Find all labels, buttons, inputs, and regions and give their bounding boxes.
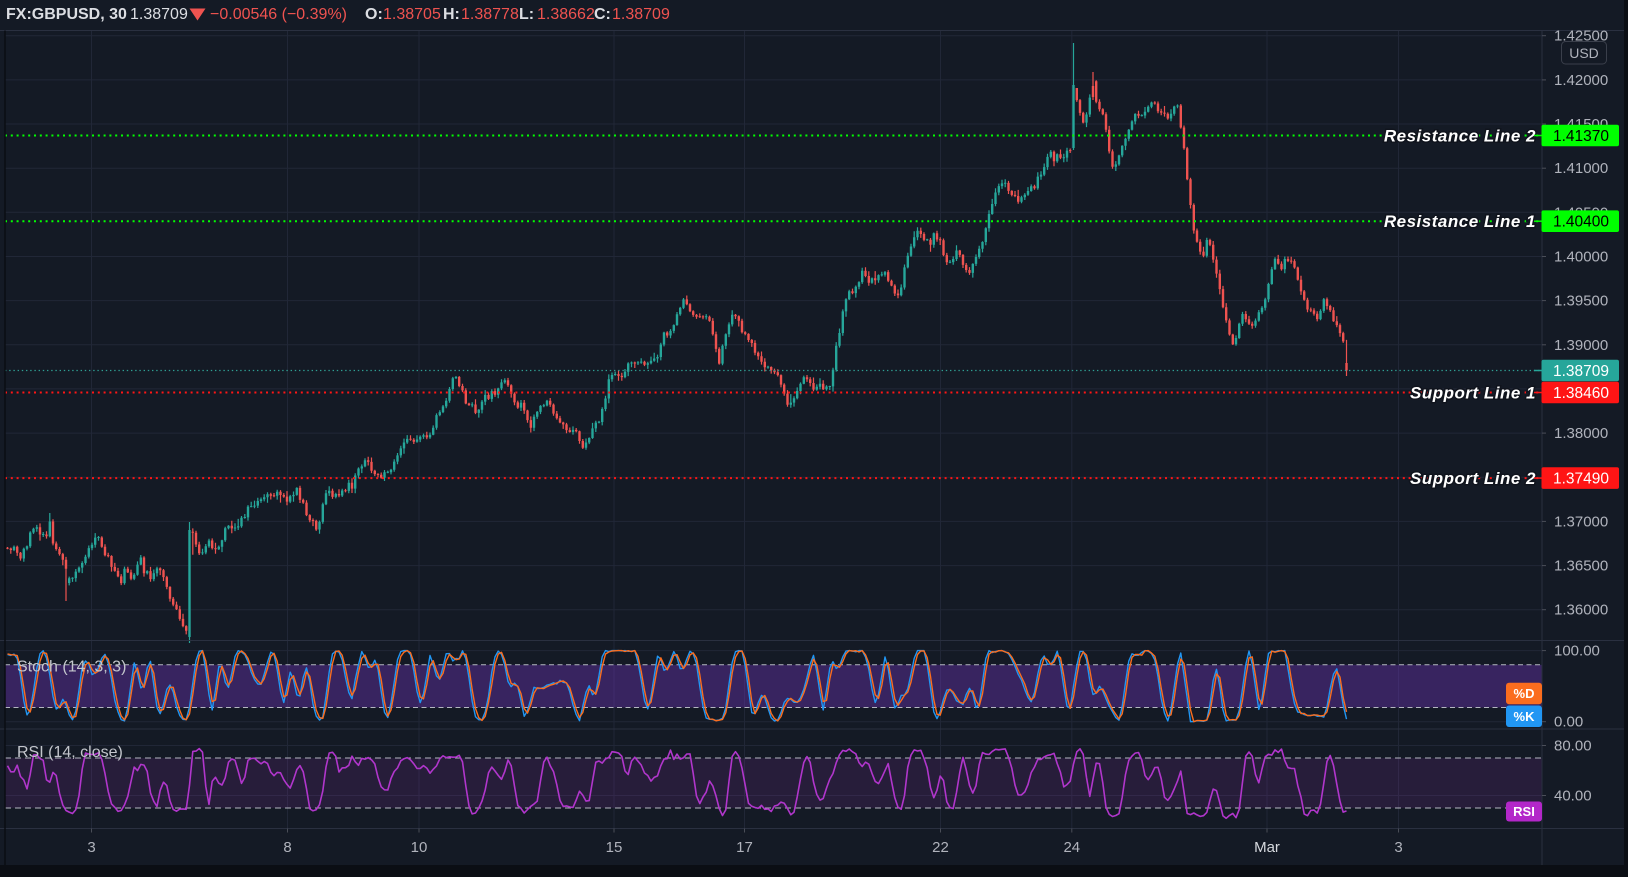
svg-text:10: 10 — [411, 839, 428, 856]
svg-text:1.38460: 1.38460 — [1553, 385, 1609, 402]
svg-text:Mar: Mar — [1254, 839, 1280, 856]
svg-text:Resistance Line 2: Resistance Line 2 — [1384, 127, 1536, 146]
svg-text:C:1.38709: C:1.38709 — [594, 6, 670, 23]
svg-text:3: 3 — [87, 839, 95, 856]
svg-text:H:1.38778: H:1.38778 — [443, 6, 519, 23]
svg-text:22: 22 — [932, 839, 949, 856]
svg-text:8: 8 — [283, 839, 291, 856]
svg-text:1.40000: 1.40000 — [1554, 249, 1608, 266]
svg-text:40.00: 40.00 — [1554, 788, 1592, 805]
svg-text:1.38709: 1.38709 — [130, 6, 188, 23]
svg-text:RSI (14, close): RSI (14, close) — [17, 744, 123, 761]
svg-text:0.00: 0.00 — [1554, 714, 1583, 731]
svg-text:17: 17 — [736, 839, 753, 856]
svg-text:1.36000: 1.36000 — [1554, 602, 1608, 619]
svg-text:Resistance Line 1: Resistance Line 1 — [1384, 212, 1536, 231]
svg-text:1.41370: 1.41370 — [1553, 128, 1609, 145]
svg-text:100.00: 100.00 — [1554, 643, 1600, 660]
svg-text:FX:GBPUSD, 30: FX:GBPUSD, 30 — [6, 6, 127, 23]
svg-text:1.42000: 1.42000 — [1554, 72, 1608, 89]
svg-text:L:1.38662: L: 1.38662 — [519, 6, 595, 23]
svg-text:O:1.38705: O:1.38705 — [365, 6, 441, 23]
svg-text:80.00: 80.00 — [1554, 738, 1592, 755]
svg-text:%D: %D — [1514, 686, 1535, 701]
svg-text:Stoch (14, 3, 3): Stoch (14, 3, 3) — [17, 659, 126, 676]
svg-text:1.41000: 1.41000 — [1554, 160, 1608, 177]
svg-text:%K: %K — [1514, 709, 1536, 724]
svg-text:RSI: RSI — [1513, 804, 1535, 819]
svg-text:USD: USD — [1569, 45, 1599, 61]
svg-text:15: 15 — [606, 839, 623, 856]
svg-text:1.39000: 1.39000 — [1554, 337, 1608, 354]
svg-text:1.42500: 1.42500 — [1554, 28, 1608, 45]
svg-text:1.37000: 1.37000 — [1554, 513, 1608, 530]
svg-text:1.38000: 1.38000 — [1554, 425, 1608, 442]
svg-text:24: 24 — [1063, 839, 1080, 856]
svg-text:Support Line 1: Support Line 1 — [1410, 384, 1536, 403]
svg-text:1.39500: 1.39500 — [1554, 293, 1608, 310]
svg-text:3: 3 — [1394, 839, 1402, 856]
svg-text:1.40400: 1.40400 — [1553, 214, 1609, 231]
svg-text:−0.00546 (−0.39%): −0.00546 (−0.39%) — [210, 6, 347, 23]
svg-text:1.37490: 1.37490 — [1553, 471, 1609, 488]
svg-text:1.36500: 1.36500 — [1554, 558, 1608, 575]
svg-text:Support Line 2: Support Line 2 — [1410, 469, 1536, 488]
svg-text:1.38709: 1.38709 — [1553, 363, 1609, 380]
